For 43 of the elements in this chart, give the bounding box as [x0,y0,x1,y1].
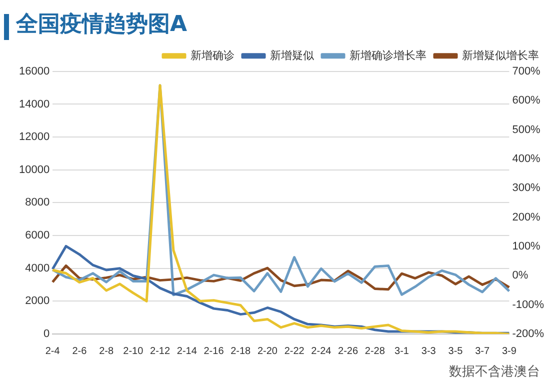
y2-tick-label: 400% [512,152,541,165]
legend-label: 新增确诊增长率 [350,48,426,62]
x-tick-label: 2-14 [176,346,198,357]
x-tick-label: 3-7 [475,346,490,357]
x-tick-label: 2-10 [123,346,144,357]
x-tick-label: 2-6 [72,346,88,357]
x-tick-label: 3-1 [394,346,410,357]
legend-label: 新增疑似 [270,48,314,62]
x-tick-label: 2-24 [311,346,332,357]
x-tick-label: 2-16 [204,346,224,357]
y2-tick-label: -200% [512,328,544,340]
x-tick-label: 3-5 [448,346,464,357]
y2-tick-label: 300% [512,182,541,194]
legend-label: 新增疑似增长率 [462,48,539,62]
y2-tick-label: 0% [512,270,528,282]
text: 数据不含港澳台 [449,364,540,380]
x-tick-label: 2-26 [338,346,358,357]
y2-tick-label: 500% [512,124,541,136]
y-tick-label: 16000 [18,65,50,78]
y2-tick-label: -100% [512,298,544,311]
x-tick-label: 2-12 [150,346,170,357]
x-tick-label: 3-3 [421,346,436,357]
y2-tick-label: 600% [512,94,541,107]
x-tick-label: 2-20 [257,346,278,357]
y-tick-label: 6000 [25,230,50,242]
legend-label: 新增确诊 [190,48,234,62]
y2-tick-label: 100% [512,240,541,252]
y-tick-label: 2000 [25,295,50,308]
y2-tick-label: 200% [512,211,541,224]
y2-tick-label: 700% [512,65,541,78]
y-tick-label: 0 [43,328,50,340]
x-tick-label: 2-18 [230,346,252,357]
x-tick-label: 2-28 [364,346,386,357]
y-tick-label: 10000 [18,164,50,176]
chart-title: 全国疫情趋势图A [15,12,188,37]
x-tick-label: 2-8 [99,346,114,357]
y-tick-label: 14000 [18,98,50,110]
y-tick-label: 4000 [25,262,50,274]
x-tick-label: 2-22 [284,346,305,357]
x-tick-label: 3-9 [502,346,517,357]
y-tick-label: 12000 [18,131,50,144]
y-tick-label: 8000 [25,196,50,209]
x-tick-label: 2-4 [45,346,60,357]
